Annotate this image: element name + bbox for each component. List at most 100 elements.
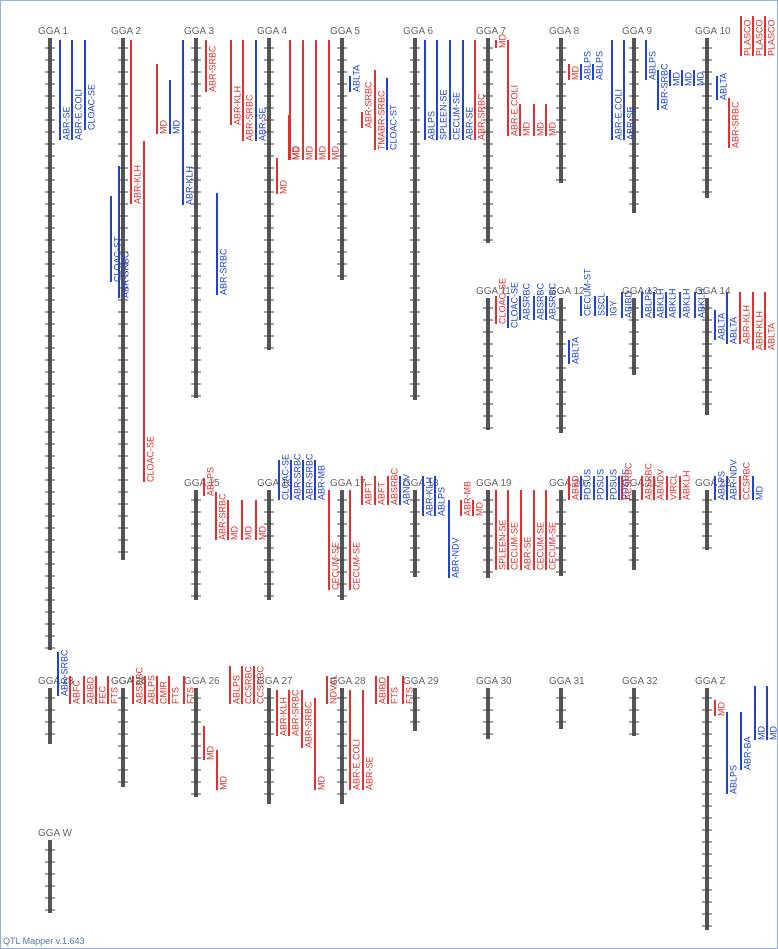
chromosome-axis[interactable]	[559, 298, 563, 433]
qtl-ccsrbc[interactable]: CCSRBC	[241, 665, 253, 704]
qtl-fts[interactable]: FTS	[387, 676, 399, 704]
qtl-abr-srbc[interactable]: ABR-SRBC	[242, 40, 254, 141]
chromosome-gga-8[interactable]: GGA 8MD ABLPS ABLPS	[549, 26, 604, 183]
qtl-absrbc[interactable]: ABSRBC	[387, 467, 399, 505]
chromosome-gga-12[interactable]: GGA 12 ABLTA CECUM-ST SSCL IGY	[549, 268, 618, 433]
qtl-ccsrbc[interactable]: CCSRBC	[253, 665, 265, 704]
qtl-ablps[interactable]: ABLPS	[641, 289, 653, 318]
qtl-fts[interactable]: FTS	[402, 676, 414, 704]
qtl-md[interactable]: MD	[227, 500, 239, 540]
qtl-cloac-se[interactable]: CLOAC-SE	[278, 454, 290, 500]
qtl-md[interactable]: MD	[315, 40, 327, 160]
qtl-ablps[interactable]: ABLPS	[424, 40, 436, 140]
qtl-ablta[interactable]: ABLTA	[726, 292, 738, 344]
qtl-abr-ba[interactable]: ABR-BA	[740, 712, 752, 770]
qtl-abr-se[interactable]: ABR-SE	[59, 40, 71, 140]
qtl-abr-ndv[interactable]: ABR-NDV	[726, 459, 738, 500]
qtl-md[interactable]: MD	[714, 700, 726, 716]
qtl-abr-klh[interactable]: ABR-KLH	[182, 40, 194, 205]
chromosome-axis[interactable]	[48, 840, 52, 913]
qtl-abr-klh[interactable]: ABR-KLH	[130, 40, 142, 204]
chromosome-axis[interactable]	[559, 490, 563, 576]
qtl-abklh[interactable]: ABKLH	[694, 288, 706, 318]
qtl-abibd[interactable]: ABIBD	[621, 290, 633, 318]
qtl-md[interactable]: MD	[289, 40, 301, 160]
qtl-abr-srbc[interactable]: ABR-SRBC	[301, 690, 313, 748]
qtl-absrbc[interactable]: ABSRBC	[132, 666, 144, 704]
qtl-spleen-se[interactable]: SPLEEN-SE	[436, 40, 448, 140]
chromosome-axis[interactable]	[194, 688, 198, 797]
qtl-cloac-st[interactable]: CLOAC-ST	[110, 196, 122, 282]
qtl-ablta[interactable]: ABLTA	[764, 292, 776, 350]
qtl-abr-e-coli[interactable]: ABR-E.COLI	[507, 40, 519, 136]
qtl-abr-srbc[interactable]: ABR-SRBC	[361, 81, 373, 128]
qtl-plasco[interactable]: PLASCO	[764, 16, 776, 56]
qtl-cecum-st[interactable]: CECUM-ST	[580, 268, 592, 316]
qtl-igy[interactable]: IGY	[606, 296, 618, 316]
qtl-cecum-se[interactable]: CECUM-SE	[328, 490, 340, 590]
qtl-abklh[interactable]: ABKLH	[679, 288, 691, 318]
qtl-abr-se[interactable]: ABR-SE	[362, 690, 374, 790]
qtl-md[interactable]: MD	[314, 698, 326, 790]
qtl-abr-mb[interactable]: ABR-MB	[314, 460, 326, 500]
qtl-pdsus[interactable]: PDSUS	[580, 469, 592, 500]
qtl-fts[interactable]: FTS	[107, 676, 119, 704]
chromosome-axis[interactable]	[194, 38, 198, 398]
chromosome-gga-30[interactable]: GGA 30	[476, 676, 512, 739]
qtl-abr-klh[interactable]: ABR-KLH	[739, 292, 751, 344]
qtl-abr-srbc[interactable]: ABR-SRBC	[728, 98, 740, 148]
qtl-abr-srbc[interactable]: ABR-SRBC	[290, 453, 302, 500]
qtl-md[interactable]: MD	[693, 70, 705, 86]
qtl-cecum-se[interactable]: CECUM-SE	[545, 490, 557, 570]
qtl-abibd[interactable]: ABIBD	[375, 676, 387, 704]
qtl-absrbc[interactable]: ABSRBC	[533, 282, 545, 320]
qtl-pdsus[interactable]: PDSUS	[593, 469, 605, 500]
chromosome-gga-6[interactable]: GGA 6 ABLPS SPLEEN-SE CECUM-SE ABR-SE ABR-SRB…	[403, 26, 486, 400]
qtl-pdsus[interactable]: PDSUS	[606, 469, 618, 500]
qtl-cecum-se[interactable]: CECUM-SE	[349, 490, 361, 590]
qtl-ablps[interactable]: ABLPS	[592, 51, 604, 80]
qtl-fec[interactable]: FEC	[95, 676, 107, 704]
chromosome-axis[interactable]	[267, 38, 271, 350]
chromosome-axis[interactable]	[194, 490, 198, 600]
qtl-cmir[interactable]: CMIR	[156, 676, 168, 704]
qtl-abr-srbc[interactable]: ABR-SRBC	[57, 649, 69, 696]
chromosome-axis[interactable]	[413, 490, 417, 577]
qtl-md[interactable]: MD	[533, 104, 545, 136]
qtl-abr-srbc[interactable]: ABR-SRBC	[288, 689, 300, 736]
qtl-abr-se[interactable]: ABR-SE	[255, 40, 267, 141]
qtl-md[interactable]: MD	[203, 726, 215, 760]
qtl-md[interactable]: MD	[752, 476, 764, 500]
chromosome-gga-28[interactable]: GGA 28 ABR-E.COLI ABR-SE ABIBD FTS	[330, 676, 399, 804]
qtl-ndval[interactable]: NDVAL	[326, 675, 338, 704]
qtl-tmabr-srbc[interactable]: TMABR-SRBC	[374, 70, 386, 150]
qtl-ablta[interactable]: ABLTA	[714, 310, 726, 340]
qtl-abft[interactable]: ABFT	[361, 476, 373, 505]
qtl-absrbc[interactable]: ABSRBC	[519, 282, 531, 320]
qtl-abr-e-coli[interactable]: ABR-E.COLI	[71, 40, 83, 140]
qtl-ablta[interactable]: ABLTA	[349, 65, 361, 92]
qtl-abklh[interactable]: ABKLH	[665, 288, 677, 318]
qtl-abr-se[interactable]: ABR-SE	[623, 40, 635, 140]
qtl-plasco[interactable]: PLASCO	[740, 16, 752, 56]
qtl-cecum-se[interactable]: CECUM-SE	[533, 490, 545, 570]
qtl-plasco[interactable]: PLASCO	[752, 16, 764, 56]
chromosome-axis[interactable]	[121, 688, 125, 787]
chromosome-axis[interactable]	[340, 490, 344, 600]
qtl-md[interactable]: MD	[255, 500, 267, 540]
qtl-abndv[interactable]: ABNDV	[653, 469, 665, 500]
qtl-md[interactable]: MD	[519, 104, 531, 136]
chromosome-axis[interactable]	[705, 688, 709, 930]
qtl-ablps[interactable]: ABLPS	[726, 712, 738, 794]
qtl-vircl[interactable]: VIRCL	[666, 473, 678, 500]
qtl-abr-srbc[interactable]: ABR-SRBC	[657, 63, 669, 110]
